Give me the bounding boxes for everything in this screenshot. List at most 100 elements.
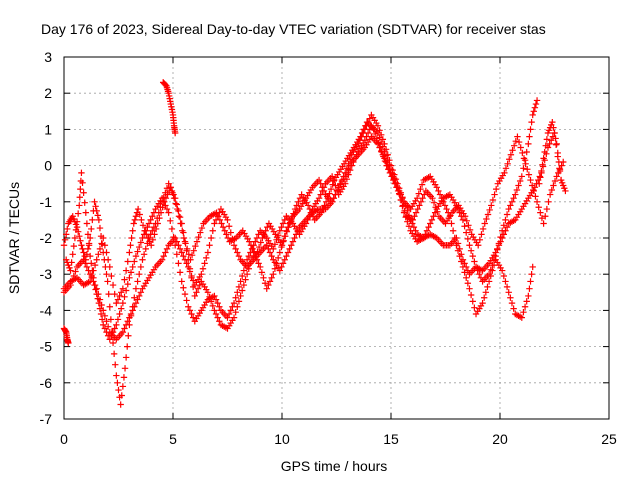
data-point xyxy=(158,256,166,263)
data-point xyxy=(114,379,121,386)
data-point xyxy=(230,314,238,321)
data-point xyxy=(101,242,109,249)
data-point xyxy=(546,140,553,148)
data-point xyxy=(198,224,206,232)
data-point xyxy=(329,181,336,188)
data-point xyxy=(357,133,364,140)
data-point xyxy=(127,242,134,249)
data-point xyxy=(148,242,155,249)
data-point xyxy=(270,271,277,278)
data-point xyxy=(507,202,514,209)
data-point xyxy=(227,229,234,236)
data-point xyxy=(207,234,215,242)
data-point xyxy=(239,272,246,280)
data-point xyxy=(525,140,532,148)
data-point xyxy=(167,217,174,225)
data-point xyxy=(278,263,285,271)
data-point xyxy=(553,173,560,180)
data-point xyxy=(556,167,564,175)
data-point xyxy=(137,263,145,271)
data-point xyxy=(83,251,91,258)
data-point xyxy=(317,191,324,198)
data-point xyxy=(430,199,438,206)
data-point xyxy=(136,243,143,251)
data-point xyxy=(554,149,561,157)
data-point xyxy=(378,148,385,156)
data-point xyxy=(540,220,547,227)
data-point xyxy=(119,299,127,307)
data-point xyxy=(531,104,539,111)
data-point xyxy=(149,213,156,220)
data-point xyxy=(246,238,253,245)
data-point xyxy=(229,303,236,310)
data-point xyxy=(388,173,395,180)
data-point xyxy=(124,280,131,288)
data-point xyxy=(126,321,133,329)
data-point xyxy=(512,191,519,198)
data-point xyxy=(175,260,182,267)
data-point xyxy=(94,212,101,219)
data-point xyxy=(96,305,104,312)
data-point xyxy=(248,254,256,262)
data-point xyxy=(391,180,399,187)
data-point xyxy=(165,180,172,187)
data-point xyxy=(83,263,91,271)
data-point xyxy=(463,217,470,225)
data-point xyxy=(170,233,177,241)
data-point xyxy=(383,162,390,169)
data-point xyxy=(555,158,563,166)
data-point xyxy=(266,278,274,285)
data-point xyxy=(515,138,523,146)
data-point xyxy=(333,186,341,194)
data-point xyxy=(343,175,351,183)
data-point xyxy=(212,296,220,303)
data-point xyxy=(516,177,524,185)
data-point xyxy=(109,339,117,347)
data-point xyxy=(366,115,373,122)
data-point xyxy=(131,294,138,301)
data-point xyxy=(86,252,94,260)
data-point xyxy=(504,160,511,167)
data-point xyxy=(76,194,84,201)
data-point xyxy=(189,314,197,321)
y-tick-label: -1 xyxy=(40,194,53,210)
data-point xyxy=(494,245,501,253)
data-point xyxy=(286,245,293,253)
data-point xyxy=(276,227,284,234)
data-point xyxy=(530,108,537,115)
data-point xyxy=(127,312,135,320)
data-point xyxy=(467,247,475,254)
data-point xyxy=(129,263,136,271)
data-point xyxy=(163,245,171,253)
data-point xyxy=(327,185,335,193)
data-point xyxy=(104,278,111,285)
data-point xyxy=(360,126,367,133)
y-tick-label: -7 xyxy=(40,411,53,427)
data-point xyxy=(211,307,218,314)
data-point xyxy=(348,162,355,169)
data-point xyxy=(533,198,541,205)
data-point xyxy=(385,166,392,173)
data-point xyxy=(139,234,146,242)
data-point xyxy=(151,231,158,238)
data-point xyxy=(255,260,262,267)
data-point xyxy=(320,184,328,191)
data-point xyxy=(461,260,468,267)
data-point xyxy=(145,220,153,227)
y-tick-label: 3 xyxy=(44,49,52,65)
data-point xyxy=(512,137,520,145)
data-point xyxy=(486,206,493,214)
data-point xyxy=(62,231,70,238)
data-point xyxy=(291,205,299,213)
data-point xyxy=(507,151,515,158)
data-point xyxy=(553,140,560,148)
data-point xyxy=(230,242,238,249)
data-point xyxy=(113,299,120,307)
data-point xyxy=(177,220,184,227)
data-point xyxy=(169,189,176,196)
series-track-b xyxy=(60,111,536,408)
data-point xyxy=(194,285,202,292)
data-point xyxy=(381,157,389,165)
data-point xyxy=(448,220,455,227)
